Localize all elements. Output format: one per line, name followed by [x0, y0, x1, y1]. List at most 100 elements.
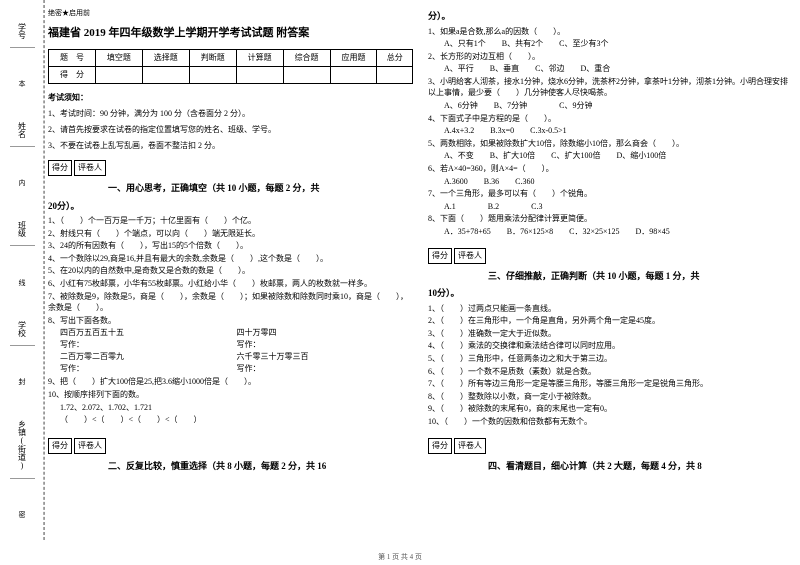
q: 8、下面（ ）题用乘法分配律计算更简便。: [428, 213, 793, 225]
secrecy-tag: 绝密★启用前: [48, 8, 413, 19]
td: [142, 67, 189, 84]
side-group: 班级: [10, 213, 35, 250]
side-blank: [10, 47, 35, 48]
side-blank: [10, 146, 35, 147]
th: 应用题: [330, 50, 377, 67]
q: 4、一个数除以29,商是16,并且有最大的余数,余数是（ ）,这个数是（ ）。: [48, 253, 413, 265]
q: 5、（ ）三角形中，任意两条边之和大于第三边。: [428, 353, 793, 365]
q: 2、长方形的对边互相（ ）。: [428, 51, 793, 63]
q: 6、（ ）一个数不是质数（素数）就是合数。: [428, 366, 793, 378]
side-group: 学号: [10, 15, 35, 52]
notice-item: 3、不要在试卷上乱写乱画，卷面不整洁扣 2 分。: [48, 140, 413, 152]
cell: 四十万零四: [237, 327, 277, 339]
cell: 写作：: [237, 363, 261, 375]
section-2-cont: 分）。: [428, 10, 793, 24]
q: 1、（ ）过两点只能画一条直线。: [428, 303, 793, 315]
sub: 写作：写作：: [60, 339, 413, 351]
right-column: 分）。 1、如果a是合数,那么a的因数（ ）。 A、只有1个 B、共有2个 C、…: [428, 8, 793, 556]
q: 6、小红有75枚邮票，小华有55枚邮票。小红给小华（ ）枚邮票，两人的枚数就一样…: [48, 278, 413, 290]
q: 7、一个三角形，最多可以有（ ）个锐角。: [428, 188, 793, 200]
td: [236, 67, 283, 84]
page-footer: 第 1 页 共 4 页: [0, 552, 800, 562]
notice-item: 1、考试时间：90 分钟，满分为 100 分（含卷面分 2 分）。: [48, 108, 413, 120]
td: [189, 67, 236, 84]
side-label-class: 班级: [17, 221, 28, 237]
q: 8、（ ）整数除以小数，商一定小于被除数。: [428, 391, 793, 403]
marker: 封: [19, 377, 26, 387]
side-blank: [10, 345, 35, 346]
marker: 密: [19, 510, 26, 520]
side-blank: [10, 245, 35, 246]
q: 3、24的所有因数有（ ），写出15的5个倍数（ ）。: [48, 240, 413, 252]
q: 5、在20以内的自然数中,是奇数又是合数的数是（ ）。: [48, 265, 413, 277]
td: [95, 67, 142, 84]
td: [330, 67, 377, 84]
opts: A、只有1个 B、共有2个 C、至少有3个: [428, 38, 793, 50]
td: 得 分: [49, 67, 96, 84]
cell: 写作：: [60, 339, 237, 351]
notice-item: 2、请首先按要求在试卷的指定位置填写您的姓名、班级、学号。: [48, 124, 413, 136]
cell: 写作：: [60, 363, 237, 375]
fold-line: [43, 0, 44, 540]
q: 2、射线只有（ ）个端点，可以向（ ）端无限延长。: [48, 228, 413, 240]
score-row: 得分评卷人: [428, 434, 793, 456]
side-blank: [10, 478, 35, 479]
q: 1、如果a是合数,那么a的因数（ ）。: [428, 26, 793, 38]
reviewer-box: 评卷人: [74, 160, 106, 176]
section-4-title: 四、看清题目，细心计算（共 2 大题，每题 4 分，共 8: [428, 460, 793, 474]
q: 9、（ ）被除数的末尾有0，商的末尾也一定有0。: [428, 403, 793, 415]
page-content: 绝密★启用前 福建省 2019 年四年级数学上学期开学考试试题 附答案 题 号 …: [48, 8, 798, 556]
sub: （ ）<（ ）<（ ）<（ ）: [60, 414, 413, 426]
th: 总分: [377, 50, 413, 67]
score-table: 题 号 填空题 选择题 判断题 计算题 综合题 应用题 总分 得 分: [48, 49, 413, 84]
opts: A．35+78+65 B．76×125×8 C．32×25×125 D．98×4…: [428, 226, 793, 238]
marker: 内: [19, 178, 26, 188]
q: 8、写出下面各数。: [48, 315, 413, 327]
th: 判断题: [189, 50, 236, 67]
section-3-cont: 10分）。: [428, 287, 793, 301]
th: 综合题: [283, 50, 330, 67]
th: 题 号: [49, 50, 96, 67]
marker: 本: [19, 79, 26, 89]
binding-sidebar: 学号 本 姓名 内 班级 线 学校 封 乡镇(街道) 密: [0, 0, 45, 540]
section-1-title: 一、用心思考，正确填空（共 10 小题，每题 2 分，共: [48, 182, 413, 196]
q: 4、（ ）乘法的交换律和乘法结合律可以同时应用。: [428, 340, 793, 352]
q: 10、（ ）一个数的因数和倍数都有无数个。: [428, 416, 793, 428]
side-group: 学校: [10, 313, 35, 350]
side-label-school: 学校: [17, 321, 28, 337]
q: 4、下面式子中是方程的是（ ）。: [428, 113, 793, 125]
table-row: 得 分: [49, 67, 413, 84]
score-row: 得分评卷人: [428, 244, 793, 266]
q: 10、按顺序排列下面的数。: [48, 389, 413, 401]
reviewer-box: 评卷人: [74, 438, 106, 454]
td: [377, 67, 413, 84]
opts: A、6分钟 B、7分钟 C、9分钟: [428, 100, 793, 112]
q: 1、（ ）个一百万是一千万；十亿里面有（ ）个亿。: [48, 215, 413, 227]
opts: A.4x+3.2 B.3x=0 C.3x-0.5>1: [428, 125, 793, 137]
notice-title: 考试须知：: [48, 92, 413, 104]
sub: 二百万零二百零九六千零三十万零三百: [60, 351, 413, 363]
side-group: 姓名: [10, 114, 35, 151]
side-label-town: 乡镇(街道): [17, 420, 28, 470]
sub: 写作：写作：: [60, 363, 413, 375]
opts: A、不变 B、扩大10倍 C、扩大100倍 D、缩小100倍: [428, 150, 793, 162]
side-label-xuehao: 学号: [17, 23, 28, 39]
section-3-title: 三、仔细推敲，正确判断（共 10 小题，每题 1 分，共: [428, 270, 793, 284]
reviewer-box: 评卷人: [454, 248, 486, 264]
score-box: 得分: [428, 438, 452, 454]
reviewer-box: 评卷人: [454, 438, 486, 454]
exam-title: 福建省 2019 年四年级数学上学期开学考试试题 附答案: [48, 25, 413, 42]
q: 7、（ ）所有等边三角形一定是等腰三角形，等腰三角形一定是锐角三角形。: [428, 378, 793, 390]
q: 9、把（ ）扩大100倍是25,把3.6缩小1000倍是（ ）。: [48, 376, 413, 388]
marker: 线: [19, 278, 26, 288]
side-label-name: 姓名: [17, 122, 28, 138]
q: 3、（ ）准确数一定大于近似数。: [428, 328, 793, 340]
q: 2、（ ）在三角形中，一个角是直角，另外两个角一定是45度。: [428, 315, 793, 327]
th: 选择题: [142, 50, 189, 67]
left-column: 绝密★启用前 福建省 2019 年四年级数学上学期开学考试试题 附答案 题 号 …: [48, 8, 413, 556]
score-box: 得分: [48, 160, 72, 176]
th: 填空题: [95, 50, 142, 67]
opts: A.3600 B.36 C.360: [428, 176, 793, 188]
sub: 四百万五百五十五四十万零四: [60, 327, 413, 339]
score-box: 得分: [48, 438, 72, 454]
